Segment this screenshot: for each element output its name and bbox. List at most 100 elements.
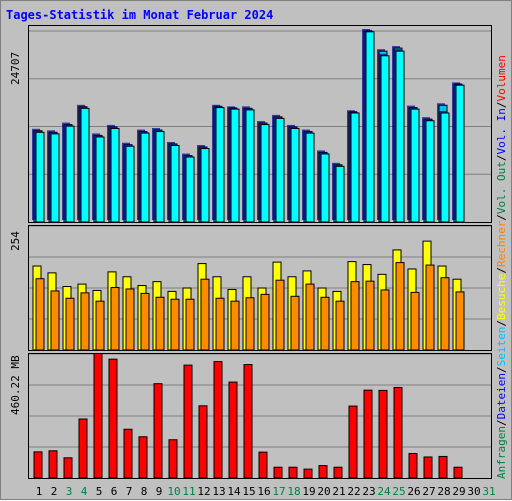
bar-files-day-16 bbox=[260, 124, 270, 222]
legend-item: Vol. Out bbox=[495, 161, 508, 215]
x-tick-label-29: 29 bbox=[452, 485, 465, 498]
x-tick-label-2: 2 bbox=[51, 485, 58, 498]
bar-sites-day-26 bbox=[410, 291, 420, 350]
bar-files-day-3 bbox=[65, 125, 75, 222]
legend-item: / bbox=[495, 267, 508, 274]
x-axis-labels: 1 2 3 4 5 6 7 8 9 10 11 12 13 14 15 16 17 18 19 20 21 22 23 24 2… bbox=[36, 485, 496, 498]
x-tick-label-6: 6 bbox=[111, 485, 118, 498]
bar-volume-day-23 bbox=[363, 389, 373, 478]
bar-files-day-7 bbox=[125, 145, 135, 222]
legend-item: Dateien bbox=[495, 373, 508, 420]
x-tick-label-22: 22 bbox=[347, 485, 360, 498]
x-tick-label-27: 27 bbox=[422, 485, 435, 498]
bar-files-day-23 bbox=[365, 31, 375, 222]
bar-sites-day-17 bbox=[275, 279, 285, 350]
x-tick-label-5: 5 bbox=[96, 485, 103, 498]
bar-files-day-14 bbox=[230, 108, 240, 222]
x-tick-label-30: 30 bbox=[467, 485, 480, 498]
legend-item: Vol. In bbox=[495, 108, 508, 155]
legend-item: Volumen bbox=[495, 55, 508, 102]
bar-volume-day-12 bbox=[198, 405, 208, 478]
bar-sites-day-7 bbox=[125, 288, 135, 350]
bar-sites-day-20 bbox=[320, 296, 330, 350]
x-tick-label-1: 1 bbox=[36, 485, 43, 498]
x-tick-label-4: 4 bbox=[81, 485, 88, 498]
bar-volume-day-15 bbox=[243, 364, 253, 478]
bar-files-day-20 bbox=[320, 153, 330, 222]
x-tick-label-31: 31 bbox=[482, 485, 495, 498]
bar-sites-day-29 bbox=[455, 291, 465, 350]
bar-sites-day-24 bbox=[380, 289, 390, 350]
bar-volume-day-26 bbox=[408, 452, 418, 478]
bar-sites-day-14 bbox=[230, 300, 240, 350]
bar-files-day-18 bbox=[290, 127, 300, 222]
x-tick-label-23: 23 bbox=[362, 485, 375, 498]
bar-volume-day-3 bbox=[63, 457, 73, 478]
bar-volume-day-24 bbox=[378, 389, 388, 478]
bar-files-day-25 bbox=[395, 50, 405, 222]
bar-sites-day-27 bbox=[425, 264, 435, 350]
visits-panel bbox=[28, 225, 492, 351]
x-tick-label-21: 21 bbox=[332, 485, 345, 498]
x-tick-label-17: 17 bbox=[272, 485, 285, 498]
bar-volume-day-16 bbox=[258, 451, 268, 478]
bar-sites-day-22 bbox=[350, 281, 360, 350]
bar-volume-day-14 bbox=[228, 381, 238, 478]
bar-sites-day-11 bbox=[185, 298, 195, 350]
hits-chart bbox=[29, 29, 491, 222]
bar-sites-day-3 bbox=[65, 297, 75, 350]
bar-sites-day-15 bbox=[245, 297, 255, 350]
x-tick-label-25: 25 bbox=[392, 485, 405, 498]
x-tick-label-9: 9 bbox=[156, 485, 163, 498]
bar-files-day-17 bbox=[275, 117, 285, 222]
bar-sites-day-12 bbox=[200, 278, 210, 350]
legend-item: Anfragen bbox=[495, 426, 508, 479]
bar-sites-day-4 bbox=[80, 292, 90, 350]
bar-volume-day-6 bbox=[108, 358, 118, 478]
bar-sites-day-18 bbox=[290, 295, 300, 350]
visits-chart bbox=[29, 226, 491, 350]
bar-files-day-21 bbox=[335, 165, 345, 222]
bar-volume-day-19 bbox=[303, 468, 313, 478]
x-tick-label-28: 28 bbox=[437, 485, 450, 498]
bar-volume-day-4 bbox=[78, 418, 88, 478]
bar-files-day-12 bbox=[200, 148, 210, 222]
bar-volume-day-7 bbox=[123, 428, 133, 478]
bar-sites-day-6 bbox=[110, 287, 120, 350]
y-axis-label-kb: 460.22 MB bbox=[9, 355, 22, 415]
y-axis-label-hits: 24707 bbox=[9, 51, 22, 85]
bar-files-day-29 bbox=[455, 84, 465, 222]
legend-item: / bbox=[495, 366, 508, 374]
bar-files-day-2 bbox=[50, 133, 60, 222]
bar-files-day-28 bbox=[440, 112, 450, 222]
bar-files-day-24 bbox=[380, 55, 390, 222]
x-tick-label-18: 18 bbox=[287, 485, 300, 498]
bar-files-day-27 bbox=[425, 120, 435, 222]
bar-volume-day-10 bbox=[168, 439, 178, 478]
x-tick-label-7: 7 bbox=[126, 485, 133, 498]
x-tick-label-15: 15 bbox=[242, 485, 255, 498]
bar-files-day-9 bbox=[155, 131, 165, 222]
bar-volume-day-20 bbox=[318, 465, 328, 478]
bar-sites-day-10 bbox=[170, 298, 180, 350]
bar-volume-day-29 bbox=[453, 466, 463, 478]
bar-files-day-13 bbox=[215, 107, 225, 222]
legend-item: / bbox=[495, 320, 508, 327]
bar-volume-day-11 bbox=[183, 364, 193, 478]
legend-item: / bbox=[495, 419, 508, 427]
bar-volume-day-9 bbox=[153, 383, 163, 478]
bar-volume-day-28 bbox=[438, 455, 448, 478]
legend: Anfragen/Dateien/Seiten/Besuche/Rechner/… bbox=[495, 29, 509, 479]
bar-volume-day-5 bbox=[93, 354, 103, 478]
legend-item: / bbox=[495, 154, 508, 162]
bar-files-day-15 bbox=[245, 109, 255, 222]
bar-sites-day-5 bbox=[95, 300, 105, 350]
bar-volume-day-18 bbox=[288, 466, 298, 478]
bar-files-day-11 bbox=[185, 156, 195, 222]
bar-volume-day-2 bbox=[48, 450, 58, 478]
legend-item: / bbox=[495, 101, 508, 109]
y-axis-label-visits: 254 bbox=[9, 231, 22, 251]
bar-volume-day-25 bbox=[393, 386, 403, 478]
bar-sites-day-16 bbox=[260, 293, 270, 350]
legend-item: Seiten bbox=[495, 326, 508, 367]
